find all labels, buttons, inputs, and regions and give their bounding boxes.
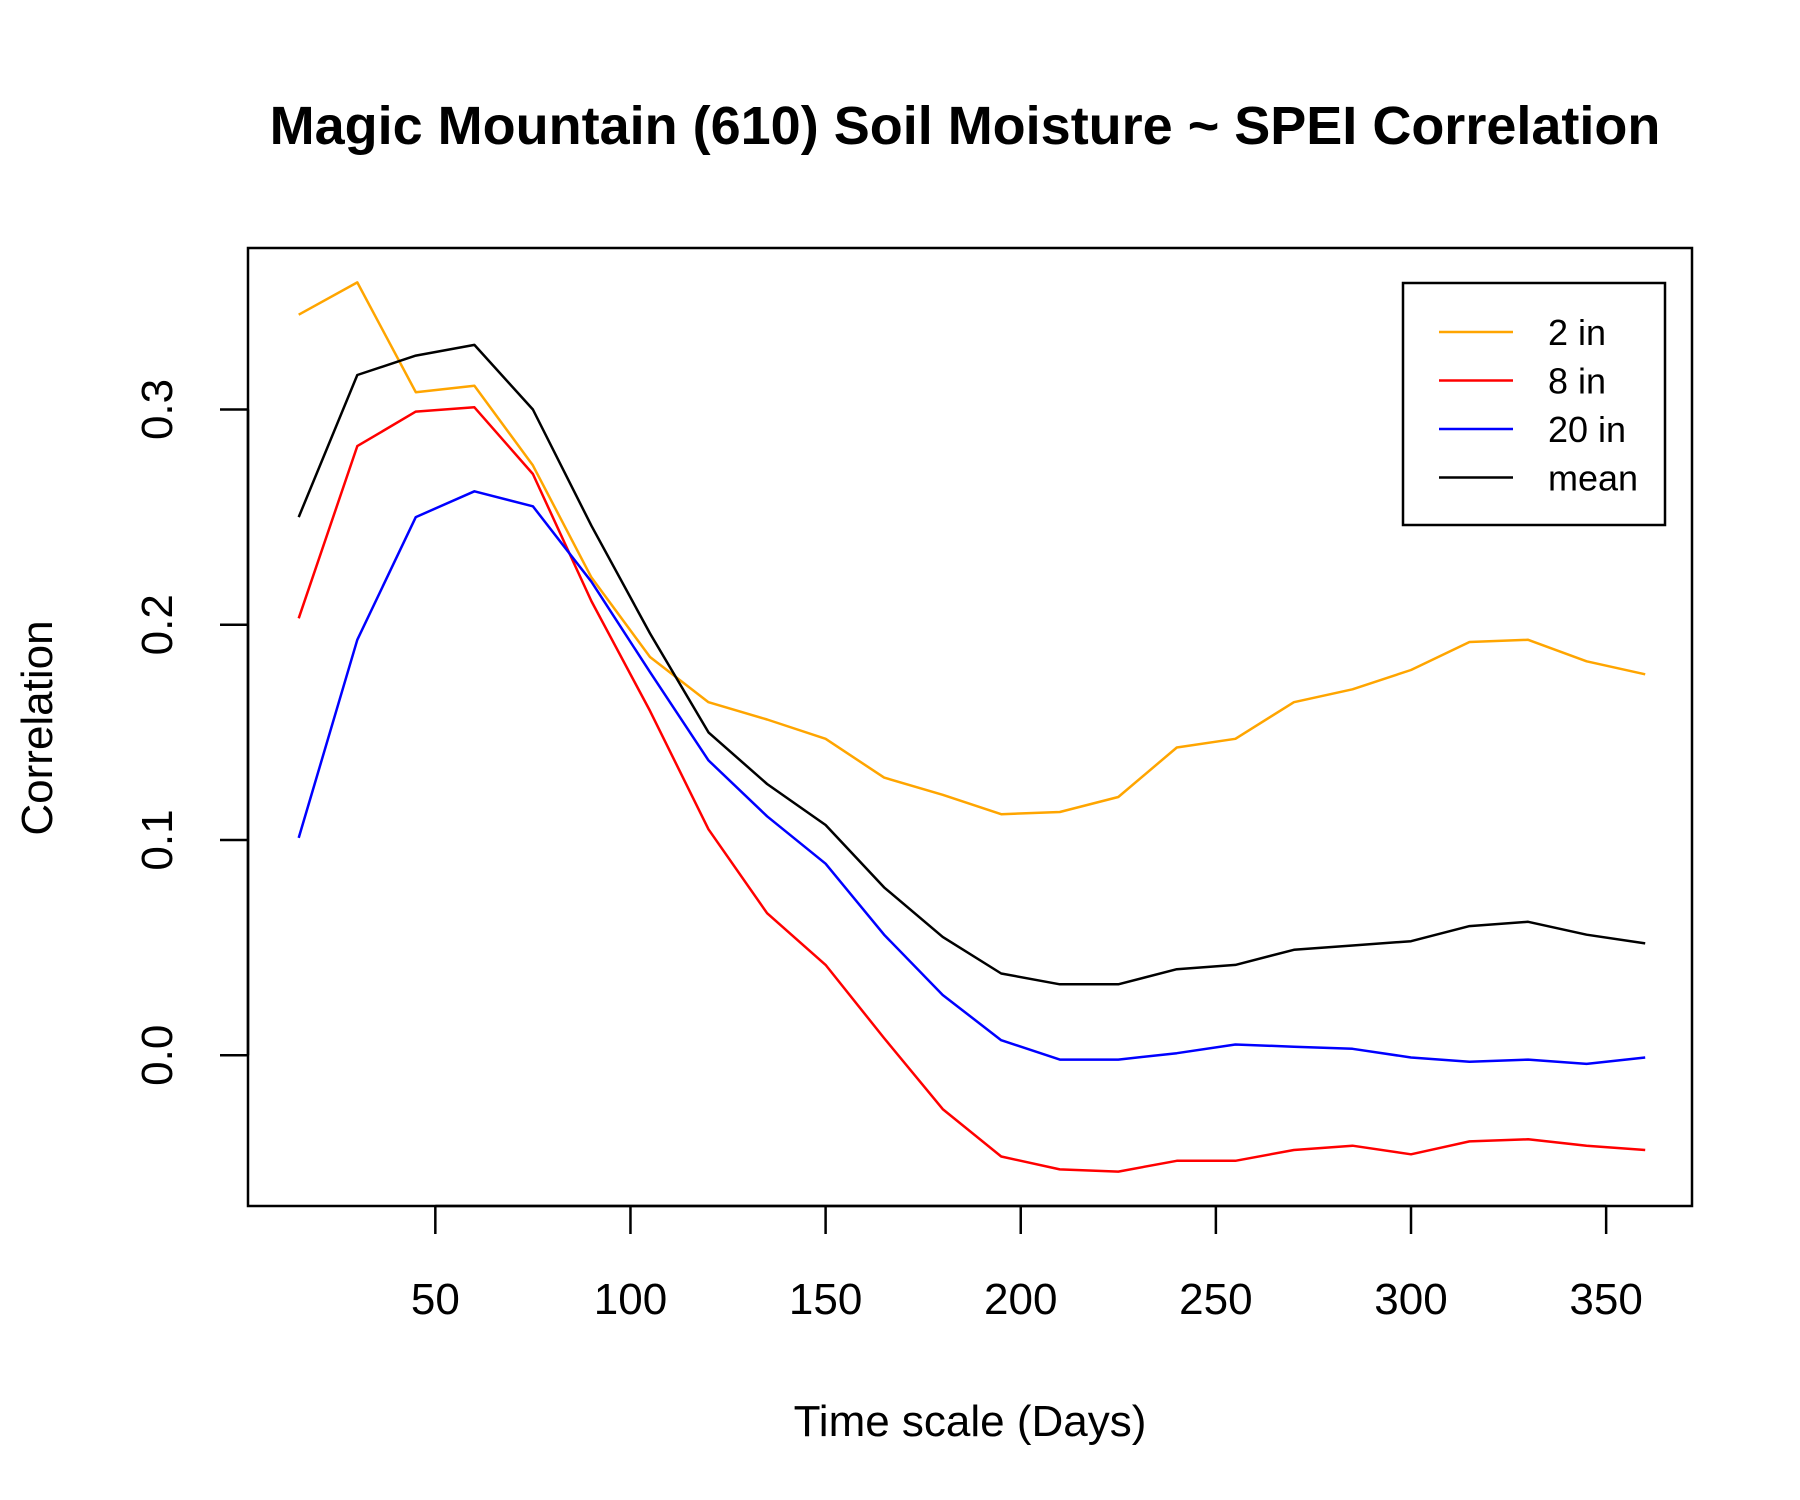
x-tick-label: 100: [594, 1275, 667, 1324]
y-tick-label: 0.2: [133, 594, 182, 655]
x-tick-label: 300: [1374, 1275, 1447, 1324]
x-axis-label: Time scale (Days): [794, 1397, 1147, 1446]
series-line-20-in: [297, 490, 1646, 1066]
x-tick-label: 50: [411, 1275, 460, 1324]
x-tick-label: 200: [984, 1275, 1057, 1324]
x-tick-label: 350: [1569, 1275, 1642, 1324]
y-axis-label: Correlation: [13, 620, 62, 835]
legend-box: [1401, 281, 1667, 527]
x-tick-label: 250: [1179, 1275, 1252, 1324]
legend-label: 8 in: [1548, 361, 1606, 402]
x-axis: 50 100 150 200 250 300 350: [411, 1204, 1643, 1324]
legend-label: 20 in: [1548, 409, 1626, 450]
y-tick-label: 0.1: [133, 809, 182, 870]
y-axis: 0.0 0.1 0.2 0.3: [133, 379, 250, 1086]
series-line-8-in: [297, 406, 1646, 1173]
legend: 2 in 8 in 20 in mean: [1401, 281, 1667, 527]
series-line-mean: [297, 343, 1646, 986]
series-layer: [297, 281, 1646, 1173]
legend-label: 2 in: [1548, 312, 1606, 353]
chart-title: Magic Mountain (610) Soil Moisture ~ SPE…: [270, 96, 1661, 156]
legend-label: mean: [1548, 458, 1638, 499]
x-tick-label: 150: [789, 1275, 862, 1324]
y-tick-label: 0.0: [133, 1025, 182, 1086]
y-tick-label: 0.3: [133, 379, 182, 440]
series-line-2-in: [298, 281, 1646, 816]
